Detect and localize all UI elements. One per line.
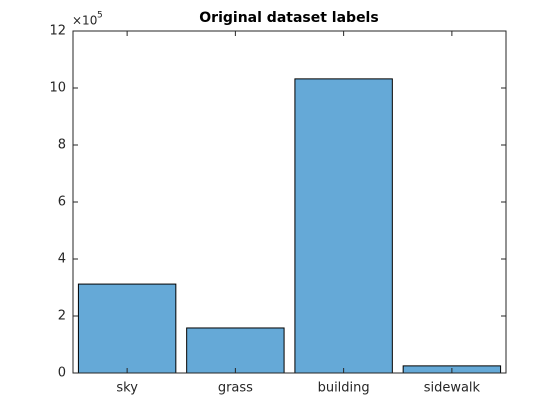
bar [77,283,177,374]
y-tick-label: 12 [49,24,66,39]
y-tick-label: 10 [49,81,66,96]
y-tick-label: 8 [58,138,66,153]
y-tick-label: 4 [58,252,66,267]
y-tick-label: 2 [58,309,66,324]
bar [294,78,393,374]
x-tick-label: sky [116,381,138,396]
bar [186,327,285,374]
x-tick-label: sidewalk [424,381,481,396]
chart-title: Original dataset labels [199,10,378,26]
y-tick-label: 6 [58,195,66,210]
y-multiplier-exponent: 5 [97,11,103,21]
y-tick-label: 0 [58,366,66,381]
x-tick-label: building [318,381,370,396]
x-tick-label: grass [218,381,253,396]
y-multiplier-base: ×10 [72,14,97,28]
